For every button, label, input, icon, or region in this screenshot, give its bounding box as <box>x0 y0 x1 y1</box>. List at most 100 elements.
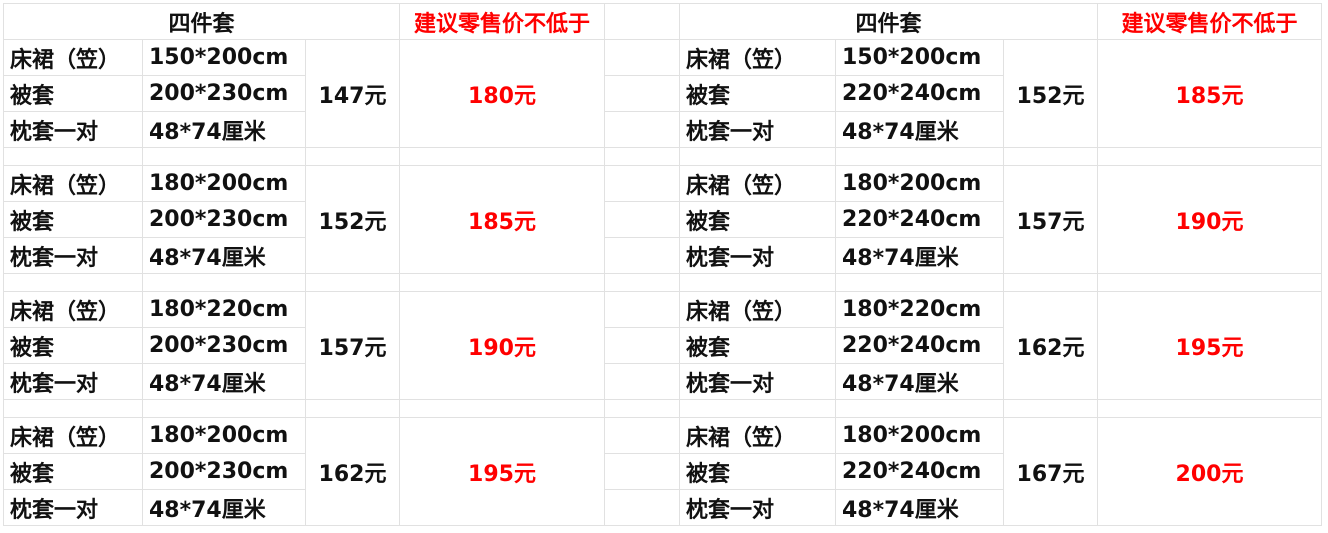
item-cell[interactable]: 枕套一对 <box>679 237 836 274</box>
empty-cell[interactable] <box>142 399 306 418</box>
empty-cell[interactable] <box>604 399 680 418</box>
price-cell[interactable]: 152元 <box>1003 39 1098 148</box>
retail-price-cell[interactable]: 185元 <box>1097 39 1322 148</box>
price-cell[interactable]: 147元 <box>305 39 400 148</box>
empty-cell[interactable] <box>1097 273 1322 292</box>
size-cell[interactable]: 180*220cm <box>142 291 306 328</box>
empty-cell[interactable] <box>679 273 836 292</box>
empty-cell[interactable] <box>604 363 680 400</box>
item-cell[interactable]: 枕套一对 <box>679 489 836 526</box>
size-cell[interactable]: 48*74厘米 <box>835 111 1004 148</box>
retail-price-cell[interactable]: 190元 <box>1097 165 1322 274</box>
size-cell[interactable]: 220*240cm <box>835 201 1004 238</box>
item-cell[interactable]: 被套 <box>679 75 836 112</box>
item-cell[interactable]: 被套 <box>679 201 836 238</box>
empty-cell[interactable] <box>604 291 680 328</box>
size-cell[interactable]: 48*74厘米 <box>835 237 1004 274</box>
retail-price-cell[interactable]: 190元 <box>399 291 605 400</box>
size-cell[interactable]: 200*230cm <box>142 453 306 490</box>
item-cell[interactable]: 被套 <box>679 327 836 364</box>
item-cell[interactable]: 被套 <box>3 75 143 112</box>
empty-cell[interactable] <box>604 237 680 274</box>
size-cell[interactable]: 180*200cm <box>835 417 1004 454</box>
price-cell[interactable]: 152元 <box>305 165 400 274</box>
empty-cell[interactable] <box>1003 273 1098 292</box>
empty-cell[interactable] <box>604 39 680 76</box>
item-cell[interactable]: 床裙（笠） <box>3 417 143 454</box>
empty-cell[interactable] <box>835 147 1004 166</box>
empty-cell[interactable] <box>835 273 1004 292</box>
set-title-cell[interactable]: 四件套 <box>3 3 400 40</box>
item-cell[interactable]: 床裙（笠） <box>3 165 143 202</box>
size-cell[interactable]: 150*200cm <box>142 39 306 76</box>
item-cell[interactable]: 被套 <box>3 453 143 490</box>
item-cell[interactable]: 枕套一对 <box>3 489 143 526</box>
retail-price-cell[interactable]: 200元 <box>1097 417 1322 526</box>
retail-price-cell[interactable]: 180元 <box>399 39 605 148</box>
size-cell[interactable]: 200*230cm <box>142 75 306 112</box>
empty-cell[interactable] <box>1097 147 1322 166</box>
retail-price-cell[interactable]: 185元 <box>399 165 605 274</box>
empty-cell[interactable] <box>305 147 400 166</box>
empty-cell[interactable] <box>604 201 680 238</box>
empty-cell[interactable] <box>835 399 1004 418</box>
retail-price-cell[interactable]: 195元 <box>1097 291 1322 400</box>
size-cell[interactable]: 180*200cm <box>142 417 306 454</box>
retail-title-cell[interactable]: 建议零售价不低于 <box>1097 3 1322 40</box>
empty-cell[interactable] <box>399 273 605 292</box>
size-cell[interactable]: 180*220cm <box>835 291 1004 328</box>
item-cell[interactable]: 被套 <box>3 327 143 364</box>
empty-cell[interactable] <box>1097 399 1322 418</box>
item-cell[interactable]: 枕套一对 <box>3 363 143 400</box>
size-cell[interactable]: 180*200cm <box>835 165 1004 202</box>
size-cell[interactable]: 200*230cm <box>142 327 306 364</box>
size-cell[interactable]: 48*74厘米 <box>835 489 1004 526</box>
retail-price-cell[interactable]: 195元 <box>399 417 605 526</box>
empty-cell[interactable] <box>604 489 680 526</box>
item-cell[interactable]: 枕套一对 <box>3 237 143 274</box>
empty-cell[interactable] <box>305 273 400 292</box>
item-cell[interactable]: 枕套一对 <box>3 111 143 148</box>
size-cell[interactable]: 220*240cm <box>835 327 1004 364</box>
size-cell[interactable]: 220*240cm <box>835 75 1004 112</box>
size-cell[interactable]: 150*200cm <box>835 39 1004 76</box>
price-cell[interactable]: 157元 <box>305 291 400 400</box>
item-cell[interactable]: 枕套一对 <box>679 363 836 400</box>
empty-cell[interactable] <box>604 327 680 364</box>
empty-cell[interactable] <box>604 147 680 166</box>
empty-cell[interactable] <box>604 75 680 112</box>
price-cell[interactable]: 167元 <box>1003 417 1098 526</box>
empty-cell[interactable] <box>604 273 680 292</box>
item-cell[interactable]: 枕套一对 <box>679 111 836 148</box>
size-cell[interactable]: 48*74厘米 <box>142 111 306 148</box>
empty-cell[interactable] <box>604 3 680 40</box>
item-cell[interactable]: 被套 <box>3 201 143 238</box>
price-cell[interactable]: 162元 <box>305 417 400 526</box>
empty-cell[interactable] <box>604 453 680 490</box>
item-cell[interactable]: 被套 <box>679 453 836 490</box>
empty-cell[interactable] <box>604 165 680 202</box>
item-cell[interactable]: 床裙（笠） <box>3 291 143 328</box>
size-cell[interactable]: 48*74厘米 <box>835 363 1004 400</box>
size-cell[interactable]: 220*240cm <box>835 453 1004 490</box>
item-cell[interactable]: 床裙（笠） <box>679 165 836 202</box>
empty-cell[interactable] <box>679 147 836 166</box>
set-title-cell[interactable]: 四件套 <box>679 3 1098 40</box>
empty-cell[interactable] <box>1003 399 1098 418</box>
size-cell[interactable]: 48*74厘米 <box>142 237 306 274</box>
price-cell[interactable]: 157元 <box>1003 165 1098 274</box>
empty-cell[interactable] <box>679 399 836 418</box>
item-cell[interactable]: 床裙（笠） <box>679 417 836 454</box>
size-cell[interactable]: 180*200cm <box>142 165 306 202</box>
empty-cell[interactable] <box>3 399 143 418</box>
item-cell[interactable]: 床裙（笠） <box>679 291 836 328</box>
empty-cell[interactable] <box>399 147 605 166</box>
empty-cell[interactable] <box>142 273 306 292</box>
empty-cell[interactable] <box>3 147 143 166</box>
empty-cell[interactable] <box>142 147 306 166</box>
size-cell[interactable]: 48*74厘米 <box>142 489 306 526</box>
empty-cell[interactable] <box>305 399 400 418</box>
price-cell[interactable]: 162元 <box>1003 291 1098 400</box>
empty-cell[interactable] <box>604 417 680 454</box>
item-cell[interactable]: 床裙（笠） <box>3 39 143 76</box>
